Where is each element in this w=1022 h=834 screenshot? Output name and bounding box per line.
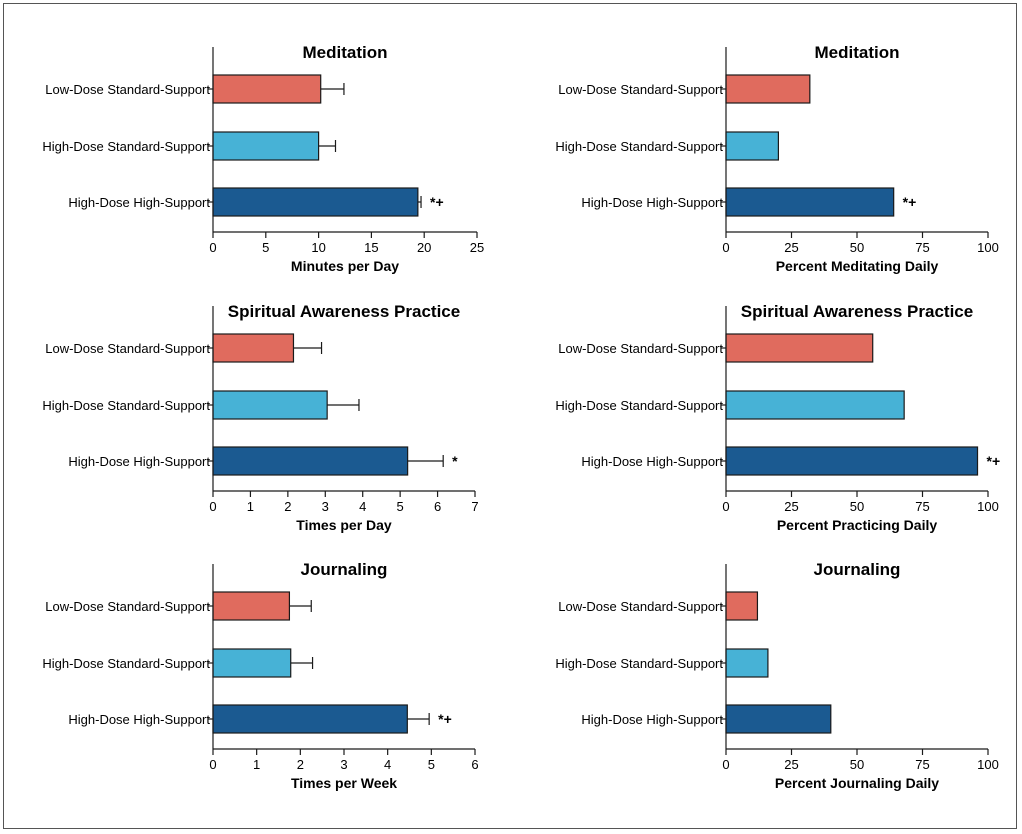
- x-tick-label: 100: [977, 757, 999, 772]
- significance-marker: *+: [430, 194, 444, 210]
- category-label: High-Dose High-Support: [581, 195, 723, 210]
- bar-3: [725, 446, 979, 476]
- category-label: High-Dose High-Support: [68, 712, 210, 727]
- category-label: Low-Dose Standard-Support: [558, 82, 723, 97]
- chart-panel-5: Journaling Low-Dose Standard-Support High-…: [42, 560, 478, 791]
- x-tick-label: 5: [262, 240, 269, 255]
- bar-1: [212, 333, 295, 363]
- x-tick-label: 10: [311, 240, 325, 255]
- category-label: High-Dose High-Support: [68, 454, 210, 469]
- bar-1: [725, 74, 811, 104]
- x-tick-label: 25: [470, 240, 484, 255]
- bar-1: [212, 591, 291, 621]
- bar-2: [212, 648, 292, 678]
- x-tick-label: 6: [471, 757, 478, 772]
- bar-3: [212, 704, 408, 734]
- chart-title: Meditation: [815, 43, 900, 62]
- bar-1: [725, 333, 874, 363]
- bar-2: [212, 131, 320, 161]
- bar-2: [212, 390, 328, 420]
- category-label: High-Dose High-Support: [581, 712, 723, 727]
- x-tick-label: 75: [915, 757, 929, 772]
- x-tick-label: 0: [722, 240, 729, 255]
- category-label: High-Dose Standard-Support: [42, 139, 210, 154]
- x-tick-label: 0: [209, 499, 216, 514]
- bar-2: [725, 648, 769, 678]
- x-tick-label: 100: [977, 240, 999, 255]
- bar-2: [725, 390, 905, 420]
- x-axis-label: Times per Day: [296, 517, 392, 533]
- x-tick-label: 25: [784, 757, 798, 772]
- x-axis-label: Percent Practicing Daily: [777, 517, 938, 533]
- chart-title: Journaling: [814, 560, 901, 579]
- x-tick-label: 7: [471, 499, 478, 514]
- x-tick-label: 0: [209, 757, 216, 772]
- bar-3: [725, 187, 895, 217]
- x-tick-label: 2: [284, 499, 291, 514]
- x-tick-label: 50: [850, 499, 864, 514]
- x-tick-label: 25: [784, 240, 798, 255]
- chart-panel-3: Spiritual Awareness Practice Low-Dose Sta…: [42, 302, 478, 533]
- x-tick-label: 50: [850, 240, 864, 255]
- x-tick-label: 3: [322, 499, 329, 514]
- chart-title: Meditation: [303, 43, 388, 62]
- significance-marker: *+: [903, 194, 917, 210]
- x-tick-label: 4: [384, 757, 391, 772]
- x-tick-label: 0: [209, 240, 216, 255]
- category-label: Low-Dose Standard-Support: [45, 599, 210, 614]
- x-tick-label: 15: [364, 240, 378, 255]
- chart-panel-4: Spiritual Awareness Practice Low-Dose Sta…: [555, 302, 1000, 533]
- chart-panel-1: Meditation Low-Dose Standard-Support High-…: [42, 43, 484, 274]
- category-label: High-Dose Standard-Support: [555, 398, 723, 413]
- x-axis-label: Percent Meditating Daily: [776, 258, 939, 274]
- x-axis-label: Times per Week: [291, 775, 397, 791]
- category-label: Low-Dose Standard-Support: [45, 341, 210, 356]
- category-label: High-Dose Standard-Support: [42, 398, 210, 413]
- category-label: High-Dose High-Support: [581, 454, 723, 469]
- x-tick-label: 5: [397, 499, 404, 514]
- category-label: Low-Dose Standard-Support: [558, 341, 723, 356]
- x-tick-label: 100: [977, 499, 999, 514]
- chart-title: Journaling: [301, 560, 388, 579]
- bar-1: [725, 591, 759, 621]
- bar-3: [725, 704, 832, 734]
- x-tick-label: 20: [417, 240, 431, 255]
- chart-panel-6: Journaling Low-Dose Standard-Support High-…: [555, 560, 999, 791]
- x-tick-label: 50: [850, 757, 864, 772]
- x-tick-label: 0: [722, 499, 729, 514]
- x-tick-label: 3: [340, 757, 347, 772]
- chart-title: Spiritual Awareness Practice: [741, 302, 973, 321]
- chart-panel-2: Meditation Low-Dose Standard-Support High-…: [555, 43, 999, 274]
- x-axis-label: Percent Journaling Daily: [775, 775, 939, 791]
- significance-marker: *: [452, 453, 458, 469]
- category-label: High-Dose Standard-Support: [555, 139, 723, 154]
- category-label: Low-Dose Standard-Support: [45, 82, 210, 97]
- category-label: High-Dose High-Support: [68, 195, 210, 210]
- x-tick-label: 1: [247, 499, 254, 514]
- bar-3: [212, 187, 419, 217]
- significance-marker: *+: [438, 711, 452, 727]
- x-axis-label: Minutes per Day: [291, 258, 399, 274]
- significance-marker: *+: [987, 453, 1001, 469]
- x-tick-label: 75: [915, 499, 929, 514]
- x-tick-label: 6: [434, 499, 441, 514]
- bar-2: [725, 131, 780, 161]
- x-tick-label: 4: [359, 499, 366, 514]
- category-label: High-Dose Standard-Support: [42, 656, 210, 671]
- x-tick-label: 0: [722, 757, 729, 772]
- x-tick-label: 25: [784, 499, 798, 514]
- x-tick-label: 5: [428, 757, 435, 772]
- x-tick-label: 75: [915, 240, 929, 255]
- category-label: Low-Dose Standard-Support: [558, 599, 723, 614]
- bar-3: [212, 446, 409, 476]
- x-tick-label: 2: [297, 757, 304, 772]
- category-label: High-Dose Standard-Support: [555, 656, 723, 671]
- chart-title: Spiritual Awareness Practice: [228, 302, 460, 321]
- x-tick-label: 1: [253, 757, 260, 772]
- bar-1: [212, 74, 322, 104]
